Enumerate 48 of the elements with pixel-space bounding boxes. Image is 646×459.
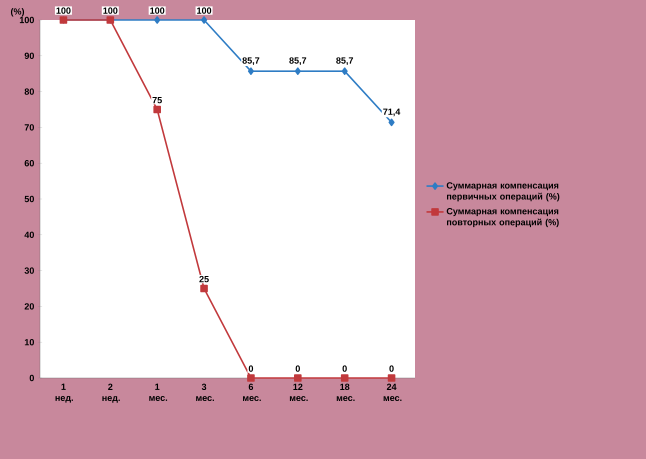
y-tick-label: 70 xyxy=(24,124,34,131)
legend-label: Суммарная компенсация повторных операций (%) xyxy=(446,208,559,228)
point xyxy=(247,374,255,382)
x-tick-label: 1 нед. xyxy=(56,384,73,403)
y-tick-label: 60 xyxy=(24,160,34,166)
point xyxy=(340,374,348,382)
y-axis-title: (%) xyxy=(10,8,24,16)
data-label: 100 xyxy=(150,7,164,14)
data-label: 0 xyxy=(248,365,254,372)
x-tick-label: 18 мес. xyxy=(336,384,355,402)
y-tick-label: 0 xyxy=(30,374,34,382)
data-label: 71,4 xyxy=(383,108,400,116)
x-tick-label: 24 мес. xyxy=(384,384,402,402)
x-tick-label: 2 нед. xyxy=(102,384,120,403)
y-tick-label: 100 xyxy=(20,16,34,24)
x-tick-label: 1 мес. xyxy=(149,384,168,401)
legend-label: Суммарная компенсация первичных операций (%) xyxy=(446,182,560,202)
y-tick-label: 80 xyxy=(24,88,34,95)
data-label: 0 xyxy=(389,365,394,372)
data-label: 85,7 xyxy=(336,57,354,65)
y-tick-label: 30 xyxy=(24,267,34,274)
point xyxy=(201,16,208,24)
data-label: 0 xyxy=(342,365,347,372)
y-tick-label: 40 xyxy=(24,232,34,238)
x-tick-label: 12 мес. xyxy=(290,384,308,402)
point xyxy=(154,16,160,24)
data-label: 75 xyxy=(152,97,162,104)
data-label: 100 xyxy=(56,7,71,14)
point xyxy=(342,67,348,75)
data-label: 100 xyxy=(197,7,212,14)
point xyxy=(200,284,208,292)
data-label: 100 xyxy=(103,7,118,14)
data-label: 85,7 xyxy=(289,57,306,65)
point xyxy=(294,374,302,382)
point xyxy=(388,118,395,126)
data-label: 0 xyxy=(296,365,300,372)
y-tick-label: 10 xyxy=(24,339,34,346)
y-tick-label: 20 xyxy=(24,303,34,310)
point xyxy=(153,106,161,114)
data-label: 85,7 xyxy=(242,57,260,65)
x-tick-label: 3 мес. xyxy=(196,384,214,402)
y-tick-label: 50 xyxy=(24,196,34,202)
x-tick-label: 6 мес. xyxy=(243,384,261,402)
data-label: 25 xyxy=(199,276,209,282)
point xyxy=(294,67,301,75)
point xyxy=(388,374,396,382)
point xyxy=(248,67,254,75)
y-tick-label: 90 xyxy=(24,52,34,59)
